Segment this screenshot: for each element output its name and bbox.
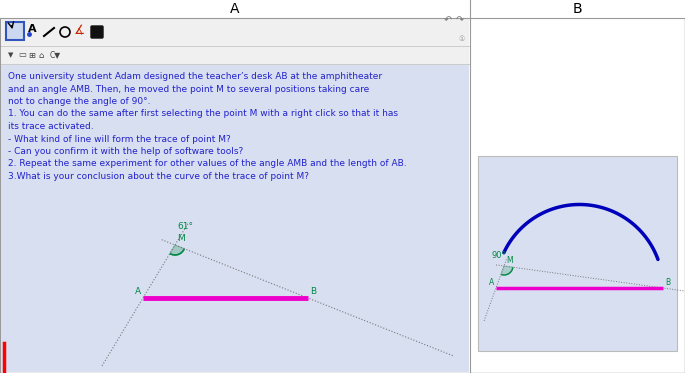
FancyBboxPatch shape [91, 26, 103, 38]
Text: A: A [230, 2, 240, 16]
Text: C▼: C▼ [50, 50, 61, 60]
Text: ↶: ↶ [444, 15, 452, 25]
Text: 2. Repeat the same experiment for other values of the angle AMB and the length o: 2. Repeat the same experiment for other … [8, 160, 407, 169]
Text: ▼: ▼ [8, 52, 14, 58]
Text: its trace activated.: its trace activated. [8, 122, 94, 131]
Bar [0, 0, 685, 18]
Text: not to change the angle of 90°.: not to change the angle of 90°. [8, 97, 151, 106]
Text: ∡: ∡ [75, 25, 86, 38]
Text: B: B [310, 287, 316, 296]
Bar [1, 64, 469, 372]
Text: M: M [506, 256, 512, 265]
Text: One university student Adam designed the teacher’s desk AB at the amphitheater: One university student Adam designed the… [8, 72, 382, 81]
Text: 3.What is your conclusion about the curve of the trace of point M?: 3.What is your conclusion about the curv… [8, 172, 309, 181]
Text: 61°: 61° [177, 222, 193, 231]
Text: - Can you confirm it with the help of software tools?: - Can you confirm it with the help of so… [8, 147, 243, 156]
Text: 1. You can do the same after first selecting the point M with a right click so t: 1. You can do the same after first selec… [8, 110, 398, 119]
Text: ①: ① [459, 36, 465, 42]
Text: ▭: ▭ [18, 50, 26, 60]
Text: ⌂: ⌂ [38, 50, 43, 60]
Text: and an angle AMB. Then, he moved the point M to several positions taking care: and an angle AMB. Then, he moved the poi… [8, 85, 369, 94]
Text: - What kind of line will form the trace of point M?: - What kind of line will form the trace … [8, 135, 231, 144]
Text: A: A [27, 24, 36, 34]
Text: A: A [135, 287, 141, 296]
Bar [6, 22, 24, 40]
Text: A: A [489, 278, 494, 287]
Text: 90°: 90° [492, 251, 507, 260]
Bar [1, 18, 469, 46]
Bar [471, 19, 684, 372]
Text: M: M [177, 234, 185, 243]
Text: B: B [665, 278, 670, 287]
Bar [478, 156, 677, 351]
Text: ↷: ↷ [456, 15, 464, 25]
Polygon shape [501, 266, 513, 275]
Text: ⊞: ⊞ [28, 50, 35, 60]
Text: B: B [573, 2, 582, 16]
Polygon shape [170, 245, 184, 255]
Bar [1, 46, 469, 64]
